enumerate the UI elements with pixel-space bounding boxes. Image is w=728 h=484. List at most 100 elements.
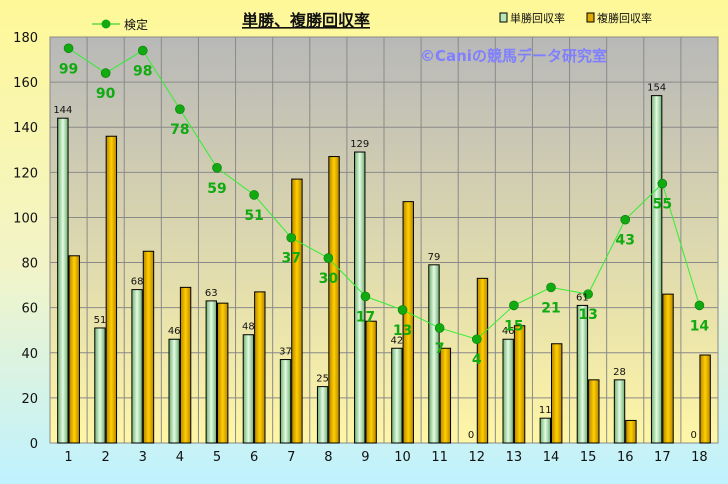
x-tick-label: 18 [691,450,708,465]
line-point [360,291,371,302]
line-point [100,68,111,78]
bar-series2 [254,291,266,444]
line-data-label: 51 [244,208,263,224]
x-tick-label: 16 [617,450,634,465]
x-tick-label: 4 [176,450,184,465]
line-data-label: 55 [653,197,672,213]
bar-series1 [502,338,514,444]
line-series-path [68,47,700,340]
line-point [137,45,148,56]
x-tick-label: 3 [139,450,147,465]
legend-swatch-複勝 [586,12,595,23]
x-tick-label: 1 [64,450,72,465]
line-point [63,43,74,54]
y-tick-label: 120 [13,166,38,181]
x-tick-label: 12 [469,450,486,465]
bar-series2 [662,293,674,444]
bar-data-label: 154 [647,83,666,94]
x-tick-label: 9 [361,450,369,465]
legend: 検定 単勝回収率 複勝回収率 [92,11,652,32]
bars [57,95,711,444]
bar-data-label: 129 [350,139,369,150]
bar-series2 [551,343,563,444]
x-tick-label: 13 [506,450,523,465]
bar-data-label: 46 [502,326,515,337]
bar-data-label: 61 [576,292,589,303]
line-point [509,300,519,311]
bar-series2 [365,320,377,444]
bar-series1 [205,300,217,444]
bar-data-label: 46 [168,326,181,337]
bar-data-label: 144 [53,105,72,116]
line-data-label: 43 [615,233,634,249]
bar-series1 [316,386,329,444]
chart-title: 単勝、複勝回収率 [242,11,370,30]
bar-series2 [217,302,229,444]
bar-series1 [279,359,292,444]
line-data-label: 17 [356,309,375,325]
legend-label-単勝: 単勝回収率 [510,11,565,25]
x-tick-label: 17 [654,450,671,465]
x-tick-label: 8 [324,450,332,465]
bar-series2 [588,379,600,444]
line-point [583,289,593,299]
legend-line-marker [101,19,111,29]
line-point [286,232,297,243]
bar-series1 [131,289,143,444]
line-data-label: 37 [281,251,300,267]
x-tick-label: 11 [431,450,448,465]
y-tick-label: 100 [13,211,38,226]
bar-data-label: 0 [468,430,474,441]
line-data-label: 90 [96,86,116,102]
line-data-label: 59 [207,181,226,197]
bar-series2 [402,201,414,444]
bar-series2 [291,178,303,444]
bar-series1 [168,338,180,444]
line-data-label: 21 [541,300,560,316]
x-axis: 1 2 3 4 5 6 7 8 9 10 11 12 13 14 15 16 17 18 [64,450,707,465]
bar-series2 [513,325,526,444]
x-tick-label: 14 [543,450,560,465]
line-point [249,190,259,200]
bar-series1 [539,417,551,444]
bar-series1 [242,334,255,444]
bar-series1 [391,347,403,444]
watermark: ©Caniの競馬データ研究室 [420,47,607,65]
line-data-label: 15 [504,318,523,334]
bar-series2 [328,156,340,444]
x-tick-label: 6 [250,450,258,465]
line-point [397,305,408,315]
y-tick-label: 60 [21,302,38,317]
line-point [657,178,668,189]
bar-data-label: 68 [131,277,144,288]
bar-series1 [576,304,589,444]
bar-data-label: 51 [94,315,107,326]
x-tick-label: 7 [287,450,295,465]
y-axis: 0 20 40 60 80 100 120 140 160 180 [13,31,38,452]
x-tick-label: 10 [394,450,411,465]
bar-series2 [142,250,155,444]
line-data-label: 4 [472,352,482,368]
bar-data-label: 25 [316,374,329,385]
line-data-label: 14 [690,318,710,334]
line-data-label: 99 [59,61,78,77]
bar-data-label: 79 [428,252,441,263]
y-tick-label: 180 [13,31,38,46]
line-point [471,334,482,345]
bar-data-label: 0 [691,430,697,441]
bar-series2 [439,347,452,444]
bar-series1 [650,95,663,444]
line-data-label: 98 [133,64,152,80]
line-series [63,43,705,345]
bar-series1 [428,264,440,444]
legend-label-検定: 検定 [124,17,148,32]
grid-lines [49,36,719,444]
bar-series1 [613,379,626,444]
bar-series2 [625,419,637,444]
line-point [546,282,556,293]
x-tick-label: 2 [102,450,110,465]
bar-series2 [476,277,489,444]
line-point [323,253,334,263]
y-tick-label: 80 [21,257,38,272]
